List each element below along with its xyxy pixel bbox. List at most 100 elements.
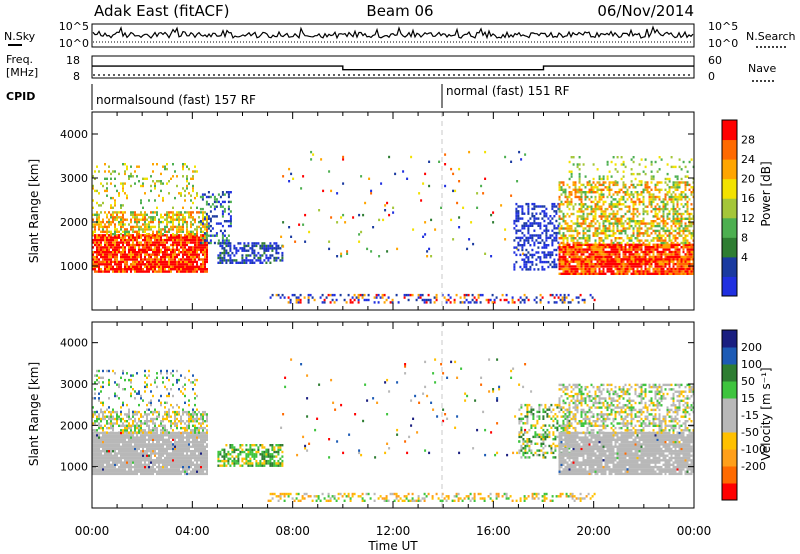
power-echo-cell	[343, 298, 346, 302]
power-echo-cell	[594, 248, 597, 251]
power-echo-cell	[144, 263, 146, 266]
power-echo-cell	[618, 265, 621, 268]
power-echo-cell	[551, 293, 554, 297]
power-echo-cell	[144, 238, 146, 242]
velocity-echo-cell	[144, 445, 146, 448]
power-echo-cell	[614, 260, 617, 263]
power-echo-cell	[686, 248, 689, 251]
power-echo-cell	[180, 258, 182, 261]
power-echo-cell	[654, 267, 657, 271]
power-echo-cell	[124, 263, 126, 266]
power-echo-cell	[192, 268, 194, 271]
power-echo-cell	[98, 258, 100, 261]
power-echo-cell	[568, 250, 571, 254]
velocity-echo-cell	[110, 454, 112, 457]
power-echo-cell	[594, 227, 597, 230]
power-echo-cell	[648, 243, 651, 246]
power-echo-cell	[190, 216, 192, 219]
velocity-echo-cell	[94, 472, 96, 476]
power-echo-cell	[253, 244, 256, 248]
power-echo-cell	[674, 188, 677, 191]
velocity-echo-cell	[100, 472, 102, 476]
power-echo-cell	[562, 191, 565, 194]
power-echo-cell	[688, 160, 691, 164]
power-echo-cell	[206, 241, 208, 244]
power-echo-cell	[327, 293, 330, 297]
velocity-echo-cell	[172, 463, 174, 466]
power-echo-cell	[636, 239, 639, 242]
power-echo-cell	[672, 181, 675, 184]
velocity-echo-cell	[116, 443, 118, 446]
velocity-echo-cell	[104, 456, 106, 460]
power-echo-cell	[128, 230, 130, 233]
power-echo-cell	[630, 220, 633, 223]
velocity-echo-cell	[110, 438, 112, 441]
power-echo-cell	[598, 243, 601, 246]
power-echo-cell	[660, 241, 663, 245]
power-echo-cell	[622, 183, 625, 187]
velocity-echo-cell	[132, 470, 134, 473]
velocity-echo-cell	[124, 456, 126, 460]
power-echo-cell	[574, 227, 577, 230]
power-echo-cell	[586, 183, 589, 187]
power-echo-cell	[150, 248, 152, 251]
velocity-echo-cell	[98, 431, 100, 435]
power-echo-cell	[152, 236, 154, 239]
power-echo-cell	[640, 243, 643, 246]
power-echo-cell	[174, 253, 176, 256]
power-echo-cell	[602, 200, 605, 204]
power-echo-cell	[116, 246, 118, 249]
power-echo-cell	[178, 243, 180, 247]
power-echo-cell	[467, 293, 470, 297]
power-echo-cell	[204, 268, 206, 271]
power-echo-cell	[146, 263, 148, 266]
power-echo-cell	[162, 216, 164, 219]
power-echo-cell	[572, 253, 575, 256]
power-echo-cell	[678, 193, 681, 196]
power-echo-cell	[198, 255, 200, 259]
power-echo-cell	[130, 228, 132, 231]
power-echo-cell	[430, 218, 433, 222]
velocity-echo-cell	[156, 452, 158, 455]
power-echo-cell	[662, 205, 665, 208]
power-echo-cell	[626, 237, 629, 240]
power-echo-cell	[630, 258, 633, 261]
velocity-echo-cell	[96, 440, 98, 444]
velocity-echo-cell	[152, 452, 154, 455]
power-echo-cell	[630, 253, 633, 256]
power-echo-cell	[237, 249, 240, 252]
power-echo-cell	[280, 235, 283, 238]
power-echo-cell	[136, 241, 138, 244]
power-echo-cell	[190, 194, 192, 197]
velocity-echo-cell	[118, 440, 120, 444]
power-echo-cell	[558, 215, 561, 218]
colorbar-swatch	[722, 178, 737, 199]
power-echo-cell	[682, 181, 685, 184]
power-echo-cell	[558, 181, 561, 184]
power-echo-cell	[553, 258, 556, 261]
power-echo-cell	[541, 296, 544, 299]
power-echo-cell	[505, 298, 508, 302]
power-echo-cell	[150, 216, 152, 219]
power-echo-cell	[658, 232, 661, 235]
power-echo-cell	[531, 222, 534, 225]
power-echo-cell	[652, 270, 655, 273]
power-echo-cell	[186, 223, 188, 226]
power-echo-cell	[638, 255, 641, 259]
power-echo-cell	[614, 191, 617, 194]
power-echo-cell	[162, 253, 164, 256]
power-echo-cell	[555, 227, 558, 230]
power-echo-cell	[221, 200, 224, 204]
power-echo-cell	[584, 270, 587, 273]
power-echo-cell	[148, 268, 150, 271]
velocity-echo-cell	[132, 434, 134, 437]
power-echo-cell	[547, 301, 550, 304]
velocity-echo-cell	[146, 452, 148, 455]
power-echo-cell	[122, 225, 124, 229]
power-echo-cell	[142, 243, 144, 247]
power-echo-cell	[670, 272, 673, 275]
power-echo-cell	[136, 251, 138, 254]
power-echo-cell	[174, 243, 176, 247]
power-echo-cell	[644, 186, 647, 189]
velocity-echo-cell	[138, 465, 140, 469]
